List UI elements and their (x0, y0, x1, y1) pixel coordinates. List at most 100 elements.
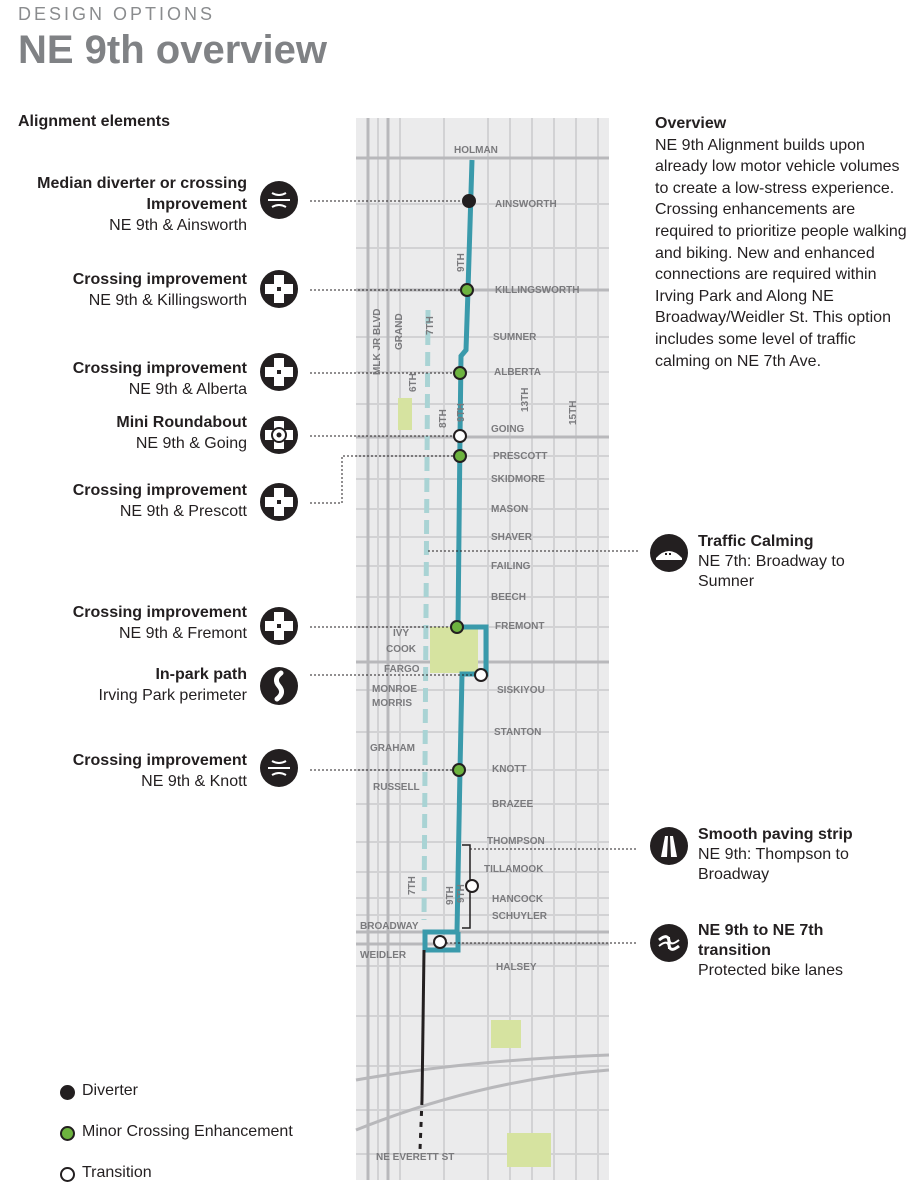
transition-icon (650, 924, 688, 962)
avenue-label: 15TH (568, 401, 579, 425)
avenue-labels: MLK JR BLVD GRAND 7TH 6TH 8TH 9TH 13TH 1… (372, 253, 579, 905)
street-label: BEECH (491, 592, 526, 603)
street-label: SKIDMORE (491, 474, 545, 485)
element-prescott: Crossing improvement NE 9th & Prescott (0, 480, 247, 522)
element-title: Traffic Calming (698, 533, 814, 550)
crossing-icon (260, 270, 298, 308)
street-label: KILLINGSWORTH (495, 285, 579, 296)
section-title: Alignment elements (18, 113, 171, 130)
legend-transition-swatch (60, 1167, 75, 1182)
roundabout-marker (453, 429, 467, 443)
ne-7th-traffic-calming-route (421, 309, 431, 921)
element-subtitle: Protected bike lanes (698, 962, 843, 979)
element-title: Crossing improvement (72, 271, 247, 288)
avenue-label: 9TH (456, 884, 467, 903)
avenue-label: 9TH (445, 886, 456, 905)
street-label: FREMONT (495, 621, 544, 632)
avenue-label: 9TH (456, 253, 467, 272)
paving-strip-icon (650, 827, 688, 865)
street-label: ALBERTA (494, 367, 541, 378)
element-subtitle: NE 9th & Prescott (119, 503, 247, 520)
street-label: STANTON (494, 727, 541, 738)
connection-south (420, 949, 426, 1101)
overview-text: NE 9th Alignment builds upon already low… (655, 136, 907, 370)
street-label: SHAVER (491, 532, 533, 543)
element-alberta: Crossing improvement NE 9th & Alberta (0, 358, 247, 400)
street-label: BROADWAY (360, 921, 419, 932)
crossing-icon (260, 607, 298, 645)
street-label: WEIDLER (360, 950, 407, 961)
street-label: PRESCOTT (493, 451, 547, 462)
element-subtitle: NE 9th & Going (135, 435, 247, 452)
transition-marker (465, 879, 479, 893)
avenue-label: 7TH (425, 316, 436, 335)
avenue-label: 7TH (407, 876, 418, 895)
crossing-icon (260, 353, 298, 391)
element-title: Smooth paving strip (698, 826, 853, 843)
street-label: GRAHAM (370, 743, 415, 754)
avenue-label: 9TH (456, 403, 467, 422)
street-label: AINSWORTH (495, 199, 557, 210)
street-label: COOK (386, 644, 417, 655)
street-label: FARGO (384, 664, 420, 675)
street-label: BRAZEE (492, 799, 533, 810)
street-label: MASON (491, 504, 528, 515)
street-labels: HOLMAN AINSWORTH KILLINGSWORTH SUMNER AL… (360, 145, 579, 1163)
element-subtitle: NE 9th & Ainsworth (109, 217, 247, 234)
speed-hump-icon (650, 534, 688, 572)
avenue-label: MLK JR BLVD (372, 309, 383, 375)
legend-diverter-swatch (60, 1085, 75, 1100)
minor-crossing-marker (452, 763, 466, 777)
right-element-paving-strip: Smooth paving strip NE 9th: Thompson to B… (698, 825, 898, 885)
avenue-label: GRAND (394, 313, 405, 350)
street-label: NE EVERETT ST (376, 1152, 454, 1163)
avenue-label: 6TH (408, 373, 419, 392)
element-knott: Crossing improvement NE 9th & Knott (0, 750, 247, 792)
avenue-label: 13TH (520, 388, 531, 412)
element-fremont: Crossing improvement NE 9th & Fremont (0, 602, 247, 644)
element-subtitle: NE 9th & Fremont (118, 625, 247, 642)
park-lower (491, 1020, 521, 1048)
minor-crossing-marker (453, 366, 467, 380)
transition-marker (433, 935, 447, 949)
right-element-traffic-calming: Traffic Calming NE 7th: Broadway to Sumne… (698, 532, 898, 592)
map-background (356, 118, 609, 1180)
minor-crossing-marker (453, 449, 467, 463)
street-label: HOLMAN (454, 145, 498, 156)
park-path-icon (260, 667, 298, 705)
street-label: GOING (491, 424, 525, 435)
minor-crossing-marker (450, 620, 464, 634)
element-subtitle: NE 7th: Broadway to Sumner (698, 553, 845, 590)
street-label: HALSEY (496, 962, 537, 973)
kicker: DESIGN OPTIONS (18, 4, 216, 24)
street-label: HANCOCK (492, 894, 544, 905)
legend-diverter-label: Diverter (82, 1082, 139, 1099)
street-label: SUMNER (493, 332, 537, 343)
street-label: MONROE (372, 684, 417, 695)
street-label: KNOTT (492, 764, 526, 775)
street-label: IVY (393, 628, 409, 639)
street-label: SISKIYOU (497, 685, 545, 696)
overview-heading: Overview (655, 115, 727, 132)
street-label: TILLAMOOK (484, 864, 544, 875)
street-label: FAILING (491, 561, 531, 572)
transition-marker (474, 668, 488, 682)
element-subtitle: NE 9th & Alberta (128, 381, 247, 398)
street-label: MORRIS (372, 698, 412, 709)
small-park (398, 398, 412, 430)
street-label: RUSSELL (373, 782, 420, 793)
leader-lines (310, 200, 638, 944)
element-title: In-park path (155, 666, 247, 683)
element-title: Crossing improvement (72, 604, 247, 621)
street-label: THOMPSON (487, 836, 545, 847)
element-ainsworth: Median diverter or crossing Improvement N… (0, 173, 247, 236)
diverter-marker (462, 194, 476, 208)
element-subtitle: NE 9th & Killingsworth (88, 292, 247, 309)
element-title: Crossing improvement (72, 482, 247, 499)
element-subtitle: NE 9th: Thompson to Broadway (698, 846, 849, 883)
legend-minor-swatch (60, 1126, 75, 1141)
element-killingsworth: Crossing improvement NE 9th & Killingswor… (0, 269, 247, 311)
roundabout-icon (260, 416, 298, 454)
element-title: Mini Roundabout (116, 414, 247, 431)
